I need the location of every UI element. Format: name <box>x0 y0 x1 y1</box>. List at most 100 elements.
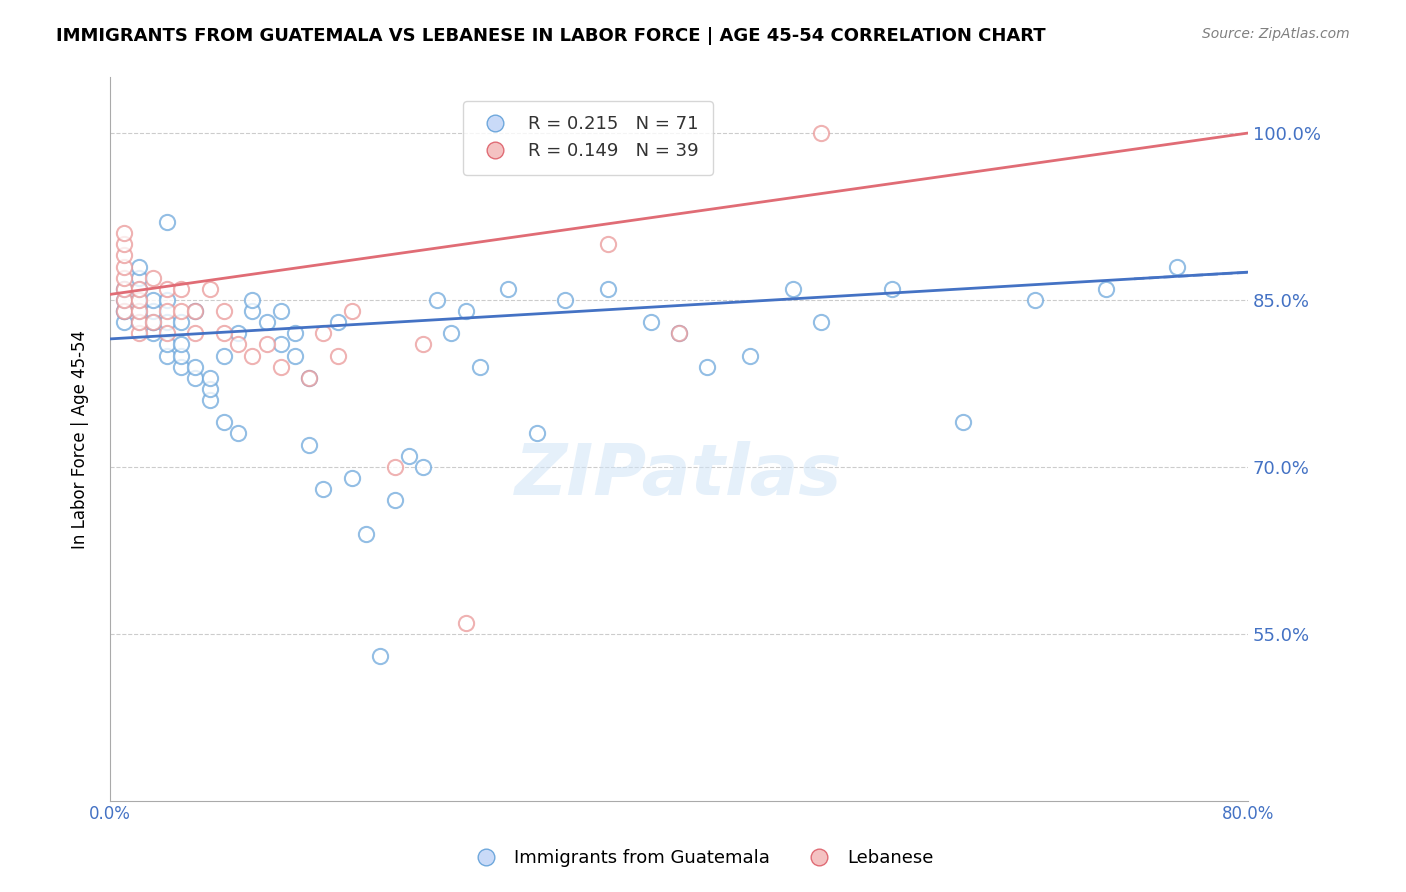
Immigrants from Guatemala <box>440 326 463 341</box>
Immigrants from Guatemala <box>340 471 363 485</box>
Immigrants from Guatemala <box>226 326 249 341</box>
Lebanese <box>454 615 477 630</box>
Lebanese <box>240 349 263 363</box>
Lebanese <box>128 315 150 329</box>
Lebanese <box>142 315 165 329</box>
Immigrants from Guatemala <box>198 371 221 385</box>
Immigrants from Guatemala <box>240 293 263 307</box>
Immigrants from Guatemala <box>170 337 193 351</box>
Lebanese <box>112 293 135 307</box>
Immigrants from Guatemala <box>156 215 179 229</box>
Immigrants from Guatemala <box>128 282 150 296</box>
Immigrants from Guatemala <box>240 304 263 318</box>
Lebanese <box>212 304 235 318</box>
Lebanese <box>212 326 235 341</box>
Immigrants from Guatemala <box>952 415 974 429</box>
Immigrants from Guatemala <box>498 282 520 296</box>
Immigrants from Guatemala <box>128 270 150 285</box>
Lebanese <box>112 226 135 240</box>
Immigrants from Guatemala <box>640 315 662 329</box>
Immigrants from Guatemala <box>368 648 391 663</box>
Immigrants from Guatemala <box>384 493 406 508</box>
Lebanese <box>128 304 150 318</box>
Y-axis label: In Labor Force | Age 45-54: In Labor Force | Age 45-54 <box>72 329 89 549</box>
Lebanese <box>128 326 150 341</box>
Lebanese <box>170 282 193 296</box>
Legend: R = 0.215   N = 71, R = 0.149   N = 39: R = 0.215 N = 71, R = 0.149 N = 39 <box>463 101 713 175</box>
Immigrants from Guatemala <box>696 359 718 374</box>
Text: Source: ZipAtlas.com: Source: ZipAtlas.com <box>1202 27 1350 41</box>
Lebanese <box>184 304 207 318</box>
Immigrants from Guatemala <box>170 315 193 329</box>
Lebanese <box>412 337 434 351</box>
Lebanese <box>156 282 179 296</box>
Immigrants from Guatemala <box>142 326 165 341</box>
Lebanese <box>810 126 832 140</box>
Immigrants from Guatemala <box>112 282 135 296</box>
Immigrants from Guatemala <box>128 304 150 318</box>
Lebanese <box>340 304 363 318</box>
Immigrants from Guatemala <box>212 415 235 429</box>
Lebanese <box>326 349 349 363</box>
Immigrants from Guatemala <box>426 293 449 307</box>
Immigrants from Guatemala <box>1166 260 1188 274</box>
Lebanese <box>156 326 179 341</box>
Immigrants from Guatemala <box>468 359 491 374</box>
Immigrants from Guatemala <box>198 393 221 408</box>
Immigrants from Guatemala <box>412 459 434 474</box>
Lebanese <box>128 293 150 307</box>
Immigrants from Guatemala <box>184 359 207 374</box>
Immigrants from Guatemala <box>596 282 619 296</box>
Text: IMMIGRANTS FROM GUATEMALA VS LEBANESE IN LABOR FORCE | AGE 45-54 CORRELATION CHA: IMMIGRANTS FROM GUATEMALA VS LEBANESE IN… <box>56 27 1046 45</box>
Immigrants from Guatemala <box>212 349 235 363</box>
Immigrants from Guatemala <box>156 315 179 329</box>
Immigrants from Guatemala <box>142 315 165 329</box>
Lebanese <box>112 260 135 274</box>
Lebanese <box>298 371 321 385</box>
Immigrants from Guatemala <box>738 349 761 363</box>
Lebanese <box>226 337 249 351</box>
Immigrants from Guatemala <box>198 382 221 396</box>
Immigrants from Guatemala <box>226 426 249 441</box>
Immigrants from Guatemala <box>668 326 690 341</box>
Immigrants from Guatemala <box>782 282 804 296</box>
Lebanese <box>668 326 690 341</box>
Immigrants from Guatemala <box>112 315 135 329</box>
Immigrants from Guatemala <box>882 282 904 296</box>
Immigrants from Guatemala <box>298 437 321 451</box>
Text: ZIPatlas: ZIPatlas <box>515 441 842 509</box>
Immigrants from Guatemala <box>284 349 307 363</box>
Lebanese <box>256 337 278 351</box>
Immigrants from Guatemala <box>170 349 193 363</box>
Immigrants from Guatemala <box>284 326 307 341</box>
Lebanese <box>184 326 207 341</box>
Lebanese <box>198 282 221 296</box>
Immigrants from Guatemala <box>1024 293 1046 307</box>
Immigrants from Guatemala <box>810 315 832 329</box>
Immigrants from Guatemala <box>312 482 335 496</box>
Immigrants from Guatemala <box>156 293 179 307</box>
Immigrants from Guatemala <box>156 337 179 351</box>
Immigrants from Guatemala <box>128 293 150 307</box>
Lebanese <box>128 282 150 296</box>
Immigrants from Guatemala <box>184 371 207 385</box>
Immigrants from Guatemala <box>142 304 165 318</box>
Immigrants from Guatemala <box>270 337 292 351</box>
Legend: Immigrants from Guatemala, Lebanese: Immigrants from Guatemala, Lebanese <box>465 842 941 874</box>
Immigrants from Guatemala <box>256 315 278 329</box>
Lebanese <box>270 359 292 374</box>
Immigrants from Guatemala <box>112 304 135 318</box>
Lebanese <box>112 248 135 262</box>
Immigrants from Guatemala <box>128 260 150 274</box>
Lebanese <box>596 237 619 252</box>
Immigrants from Guatemala <box>454 304 477 318</box>
Immigrants from Guatemala <box>142 315 165 329</box>
Immigrants from Guatemala <box>554 293 576 307</box>
Immigrants from Guatemala <box>298 371 321 385</box>
Immigrants from Guatemala <box>1094 282 1116 296</box>
Immigrants from Guatemala <box>526 426 548 441</box>
Immigrants from Guatemala <box>112 293 135 307</box>
Lebanese <box>112 237 135 252</box>
Lebanese <box>170 304 193 318</box>
Immigrants from Guatemala <box>112 304 135 318</box>
